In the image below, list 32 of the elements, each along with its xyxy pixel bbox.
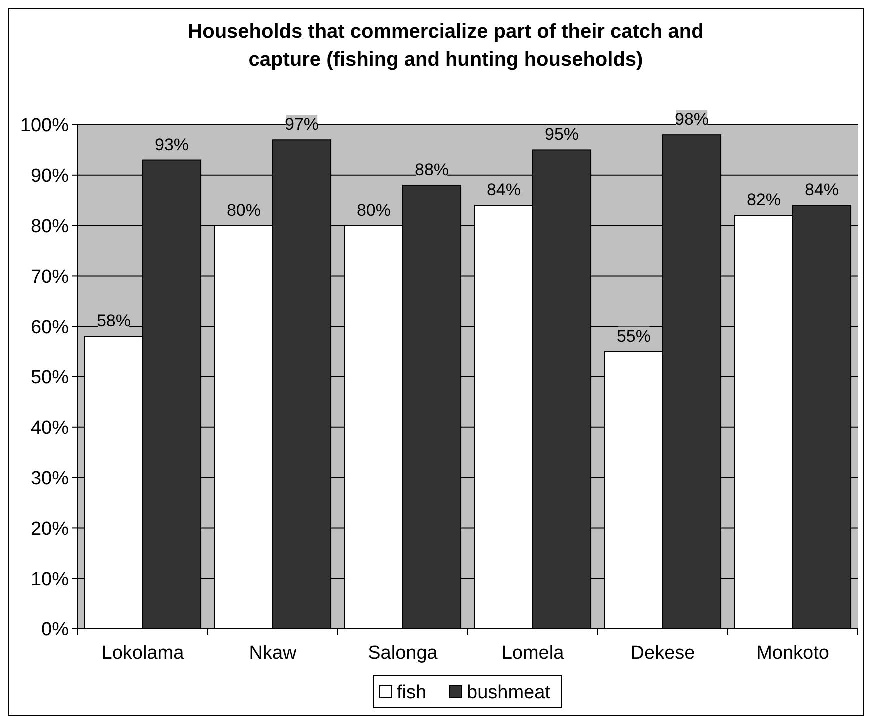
y-tick-label: 90%: [30, 166, 70, 188]
data-label: 95%: [545, 125, 580, 144]
y-tick-label: 30%: [30, 468, 70, 490]
y-tick-label: 80%: [30, 216, 70, 238]
x-tick-label: Dekese: [630, 643, 696, 664]
y-tick-label: 60%: [30, 317, 70, 338]
y-tick-label: 0%: [42, 620, 70, 641]
x-tick-label: Monkoto: [756, 643, 830, 664]
y-tick-label: 20%: [30, 518, 70, 540]
data-label: 80%: [226, 200, 261, 220]
x-tick-label: Salonga: [368, 643, 438, 664]
data-label: 97%: [285, 115, 320, 134]
chart-title: Households that commercialize part of their catch and capture (fishing and hunting households): [188, 21, 704, 71]
x-tick-label: Lokolama: [102, 643, 185, 664]
legend-label: fish: [397, 682, 427, 704]
data-label: 84%: [805, 180, 840, 200]
data-label: 82%: [746, 190, 781, 210]
x-tick-label: Lomela: [502, 643, 565, 664]
y-tick-label: 100%: [20, 116, 70, 137]
data-label: 55%: [616, 326, 651, 346]
y-tick-label: 70%: [30, 266, 70, 288]
y-tick-label: 40%: [30, 418, 70, 440]
data-label: 88%: [415, 160, 450, 180]
data-label: 98%: [675, 110, 710, 130]
y-tick-label: 10%: [30, 569, 70, 590]
data-label: 84%: [486, 180, 521, 200]
data-label: 80%: [356, 200, 391, 220]
y-tick-label: 50%: [30, 368, 70, 389]
data-label: 58%: [96, 312, 131, 331]
legend-label: bushmeat: [467, 682, 552, 704]
data-label: 93%: [155, 135, 190, 154]
x-tick-label: Nkaw: [249, 643, 298, 664]
